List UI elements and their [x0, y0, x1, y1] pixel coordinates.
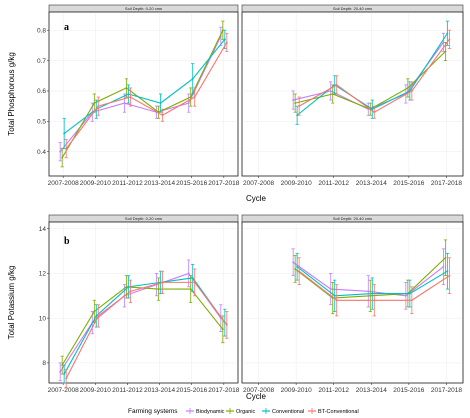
- y-tick-label: 14: [39, 226, 47, 233]
- series-line: [65, 281, 228, 379]
- legend: Farming systems Biodynamic Organic Conventi…: [128, 408, 359, 415]
- x-tick-label: 2009-2010: [281, 387, 312, 394]
- facet-strip-label: Soil Depth: 0-20 cms: [125, 6, 162, 11]
- y-tick-label: 0.8: [37, 27, 46, 34]
- legend-entry: Organic: [226, 408, 256, 415]
- plot-area: [48, 11, 239, 177]
- panel-label: a: [64, 22, 69, 33]
- y-tick-label: 8: [42, 360, 46, 367]
- y-tick-label: 0.4: [37, 149, 46, 156]
- y-axis-title: Total Phosphorous g/kg: [7, 52, 16, 136]
- series-line: [65, 42, 228, 149]
- series-line: [298, 270, 450, 301]
- x-tick-label: 2017-2018: [208, 387, 239, 394]
- legend-entry-label: Biodynamic: [196, 409, 225, 415]
- x-tick-label: 2017-2018: [431, 180, 462, 187]
- x-tick-label: 2007-2008: [243, 387, 274, 394]
- x-tick-label: 2015-2016: [393, 180, 424, 187]
- series-line: [292, 261, 444, 297]
- facet-strip-label: Soil Depth: 0-20 cms: [125, 216, 162, 221]
- series-line: [294, 257, 446, 299]
- x-axis-title: Cycle: [246, 392, 267, 401]
- series-bt-conventional: [64, 268, 229, 388]
- series-bt-conventional: [297, 257, 452, 317]
- y-tick-label: 0.7: [37, 58, 46, 65]
- legend-entry: Biodynamic: [186, 408, 225, 415]
- series-line: [63, 277, 226, 375]
- x-tick-label: 2007-2008: [48, 180, 79, 187]
- series-conventional: [62, 264, 227, 384]
- x-tick-label: 2007-2008: [243, 180, 274, 187]
- x-tick-label: 2009-2010: [80, 180, 111, 187]
- x-tick-label: 2013-2014: [356, 180, 387, 187]
- x-tick-label: 2011-2012: [318, 180, 349, 187]
- series-line: [293, 42, 444, 110]
- series-line: [296, 266, 448, 297]
- x-tick-label: 2011-2012: [112, 180, 143, 187]
- y-tick-label: 10: [39, 315, 47, 322]
- x-tick-label: 2011-2012: [112, 387, 143, 394]
- plot-border: [48, 11, 239, 177]
- facet-panel: Soil Depth: 20-40 cms 2007-2008 2009-2010 2…: [241, 4, 464, 187]
- facet-strip-label: Soil Depth: 20-40 cms: [333, 6, 372, 11]
- series-line: [61, 29, 224, 159]
- series-line: [63, 38, 226, 134]
- y-tick-label: 0.6: [37, 88, 46, 95]
- x-axis-title: Cycle: [246, 194, 267, 203]
- plot-area: [48, 221, 239, 384]
- series-bt-conventional: [297, 29, 452, 119]
- x-tick-label: 2015-2016: [176, 180, 207, 187]
- plot-border: [241, 11, 464, 177]
- plot-area: [241, 11, 464, 177]
- x-tick-label: 2013-2014: [144, 180, 175, 187]
- y-axis-title: Total Potassium g/kg: [7, 266, 16, 340]
- series-line: [59, 36, 222, 153]
- x-tick-label: 2017-2018: [431, 387, 462, 394]
- facet-strip-label: Soil Depth: 20-40 cms: [333, 216, 372, 221]
- series-line: [59, 272, 222, 373]
- series-organic: [60, 20, 225, 168]
- series-line: [298, 39, 450, 113]
- plot-border: [241, 221, 464, 384]
- x-tick-label: 2011-2012: [318, 387, 349, 394]
- plot-border: [48, 221, 239, 384]
- legend-entry-label: Conventional: [272, 409, 304, 415]
- legend-entry-label: Organic: [236, 409, 256, 415]
- series-biodynamic: [58, 259, 223, 382]
- panel-label: b: [64, 236, 70, 247]
- legend-entry-label: BT-Conventional: [318, 409, 359, 415]
- x-tick-label: 2013-2014: [356, 387, 387, 394]
- x-tick-label: 2017-2018: [208, 180, 239, 187]
- x-tick-label: 2009-2010: [281, 180, 312, 187]
- legend-title: Farming systems: [128, 408, 178, 415]
- y-tick-label: 0.5: [37, 119, 46, 126]
- series-bt-conventional: [64, 32, 229, 159]
- legend-entry: BT-Conventional: [308, 408, 359, 415]
- x-tick-label: 2015-2016: [393, 387, 424, 394]
- x-tick-label: 2015-2016: [176, 387, 207, 394]
- legend-entry: Conventional: [262, 408, 304, 415]
- plot-area: [241, 221, 464, 384]
- series-conventional: [295, 252, 450, 312]
- series-biodynamic: [291, 248, 446, 310]
- facet-panel: Soil Depth: 20-40 cms 2007-2008 2009-2010 2…: [241, 214, 464, 394]
- y-tick-label: 12: [39, 271, 47, 278]
- x-tick-label: 2007-2008: [48, 387, 79, 394]
- series-line: [296, 32, 448, 116]
- x-tick-label: 2013-2014: [144, 387, 175, 394]
- x-tick-label: 2009-2010: [80, 387, 111, 394]
- series-conventional: [295, 20, 450, 125]
